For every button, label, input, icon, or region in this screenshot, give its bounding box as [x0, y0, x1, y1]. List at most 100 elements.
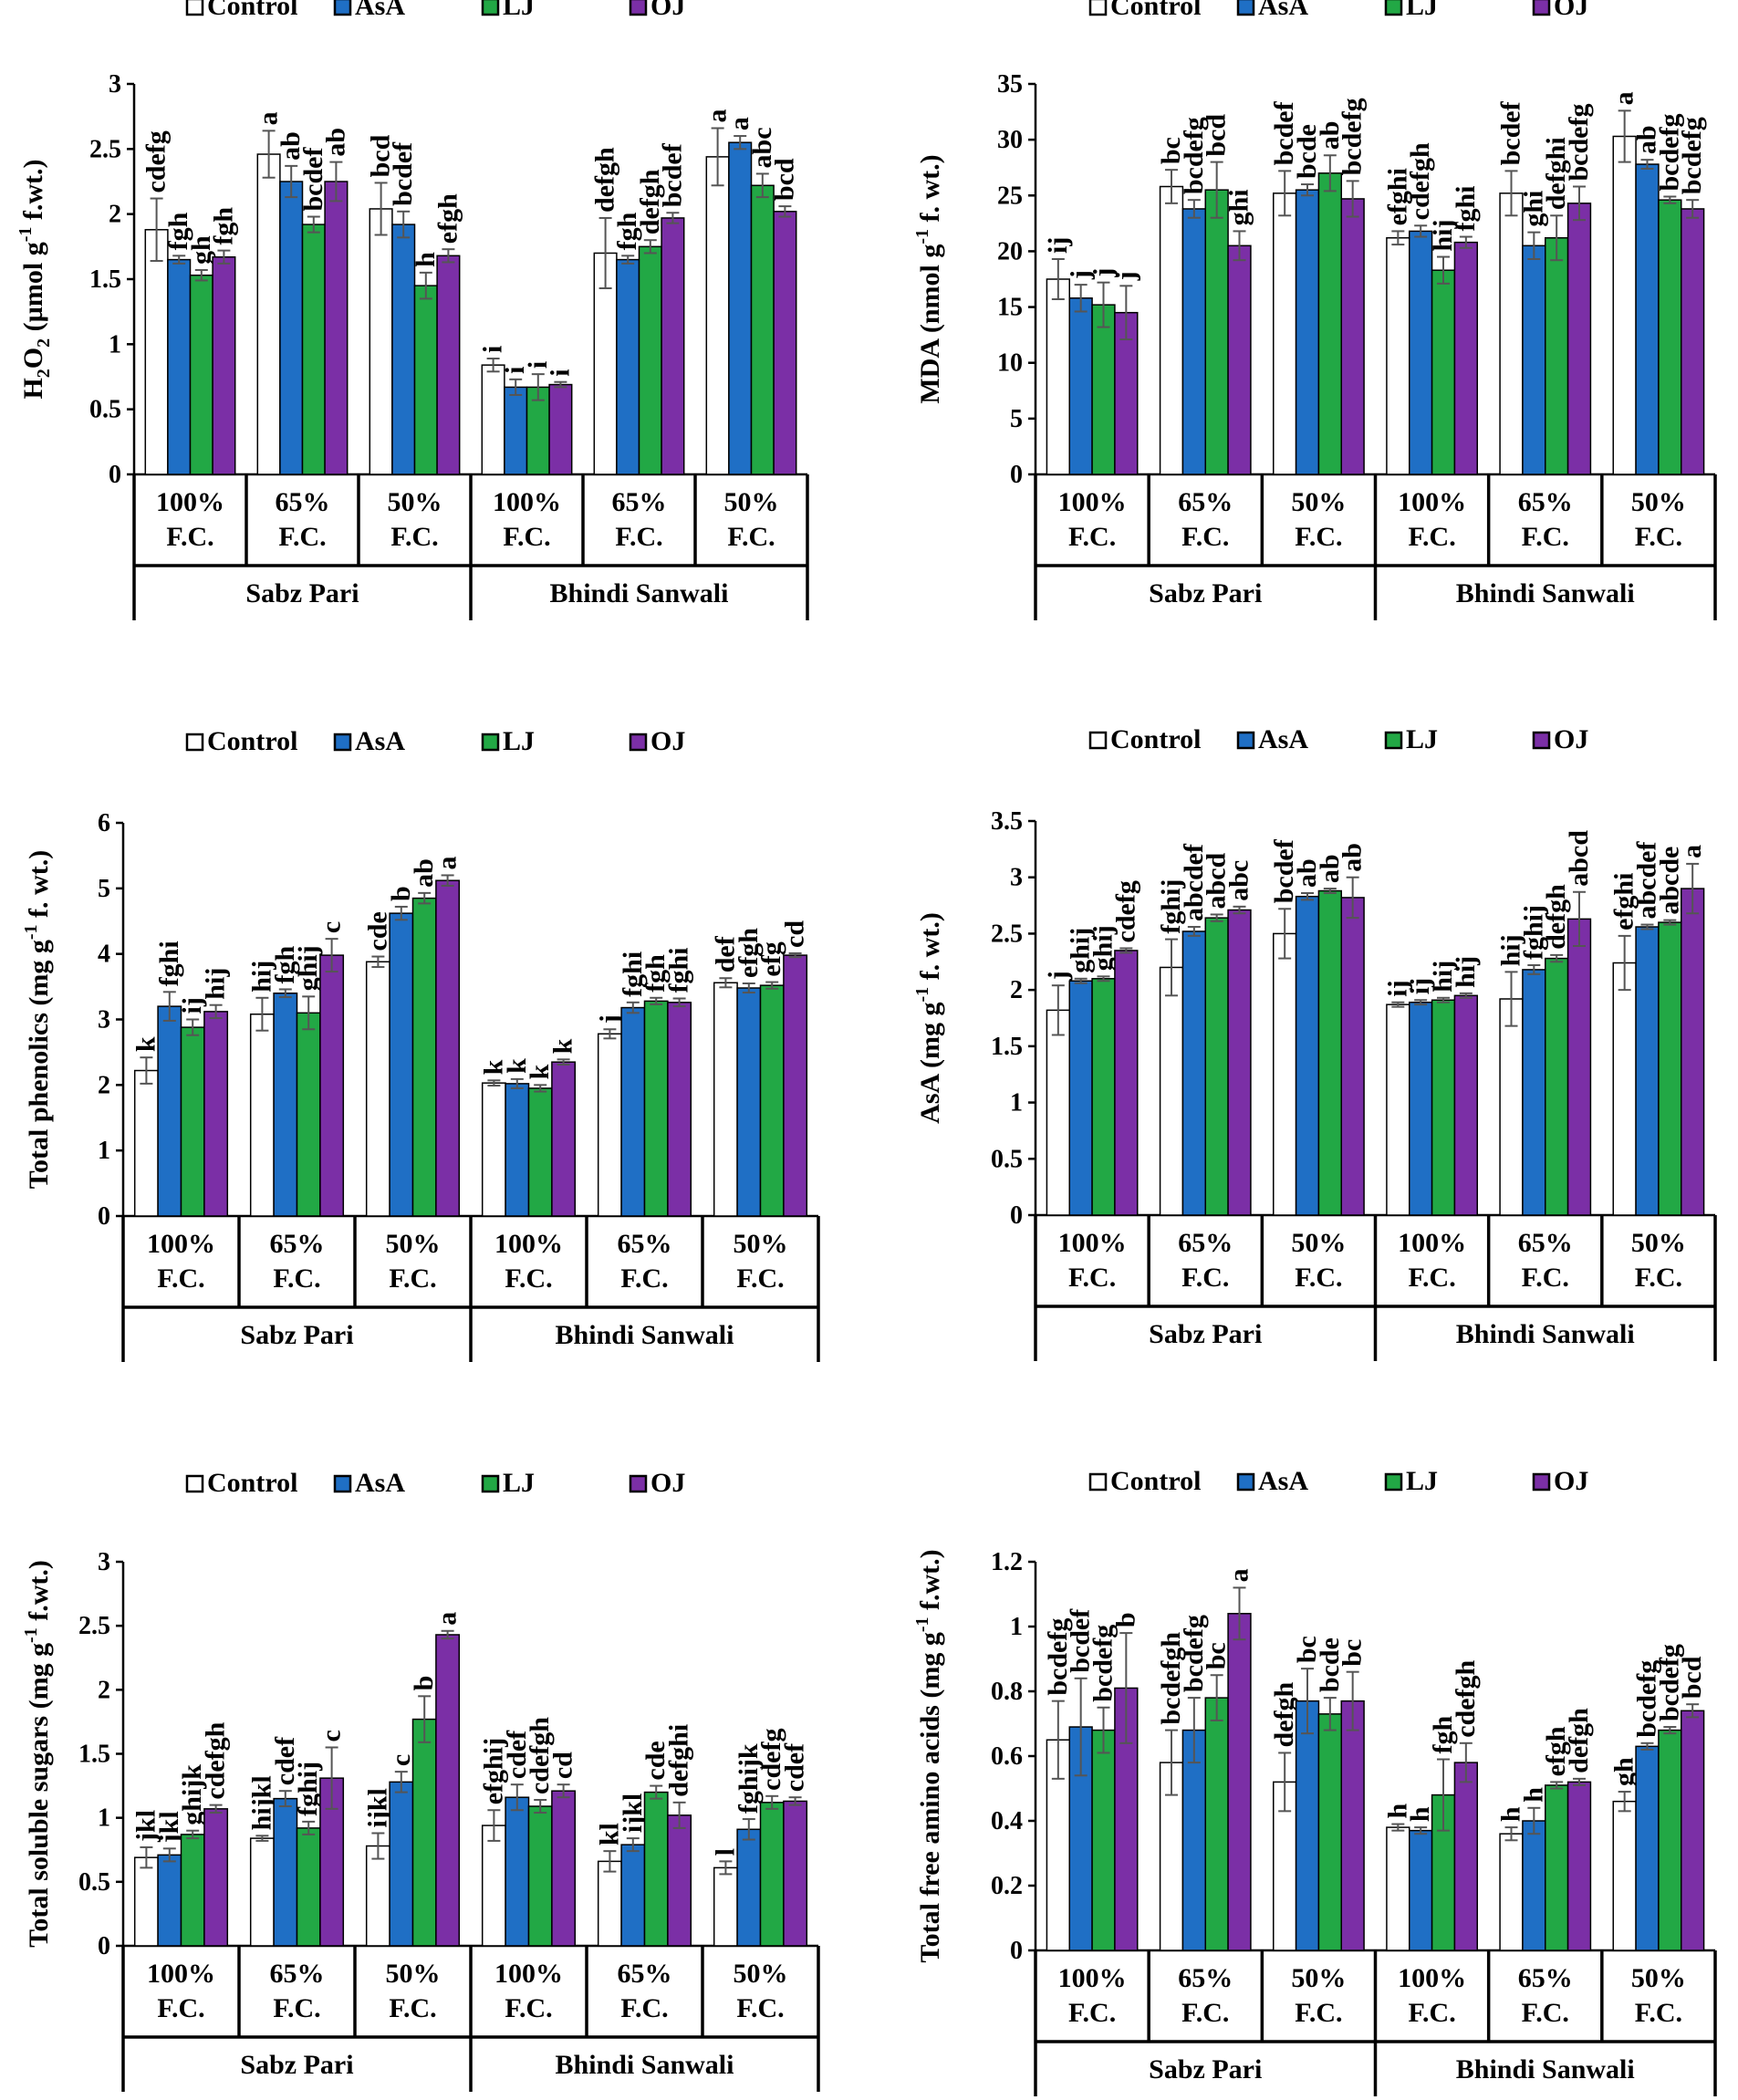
- significance-letter: c: [317, 921, 347, 933]
- x-category-label: 65%: [1518, 1963, 1573, 1993]
- significance-letter: abc: [747, 127, 777, 168]
- significance-letter: ab: [276, 131, 306, 161]
- bar-lj: [411, 897, 437, 1217]
- significance-letter: ab: [320, 128, 350, 157]
- x-category-label: 100%: [1398, 1963, 1466, 1993]
- chart-asa: Control AsA LJ OJ 0 0.5 1 1.5 2 2.5 3 3.5 100% F.C. 65…: [912, 724, 1717, 1361]
- bar-oj: [1453, 241, 1478, 475]
- y-axis-label-part: f.wt.): [915, 1549, 945, 1617]
- x-category-label: F.C.: [1181, 1998, 1229, 2028]
- bar-oj: [435, 1634, 461, 1947]
- significance-letter: abcd: [1202, 852, 1232, 909]
- significance-letter: cdef: [502, 1730, 532, 1779]
- significance-letter: defghi: [664, 1724, 694, 1797]
- bar-oj: [212, 255, 236, 475]
- legend-swatch-lj: [1384, 731, 1403, 750]
- bar-control: [1386, 1826, 1410, 1951]
- bar-asa: [1295, 189, 1320, 475]
- x-category-label: 65%: [1518, 1228, 1573, 1258]
- bar-control: [1273, 192, 1297, 475]
- significance-letter: j: [594, 1014, 624, 1024]
- significance-letter: bcdefgh: [1156, 1632, 1186, 1725]
- x-category-label: 100%: [1398, 1228, 1466, 1258]
- y-axis-label-part: 2: [34, 369, 54, 378]
- y-tick-label: 0: [98, 1202, 110, 1231]
- x-category-label: 100%: [147, 1959, 215, 1989]
- y-axis-label: Total phenolics (mg g-1 f. wt.): [21, 850, 54, 1189]
- bar-control: [1046, 1009, 1070, 1216]
- significance-letter: j: [1043, 971, 1073, 981]
- y-axis-label: H2O2 (µmol g-1 f.wt.): [16, 159, 54, 399]
- x-category-label: F.C.: [615, 522, 662, 552]
- significance-letter: c: [317, 1730, 347, 1741]
- significance-letter: l: [710, 1848, 740, 1856]
- y-tick-label: 6: [98, 809, 110, 837]
- x-category-label: F.C.: [1068, 1263, 1116, 1293]
- bar-oj: [1566, 203, 1592, 475]
- y-tick-label: 2: [109, 201, 121, 229]
- bar-asa: [157, 1005, 182, 1217]
- significance-letter: efghi: [1609, 873, 1639, 930]
- x-category-label: 65%: [270, 1959, 325, 1989]
- legend-swatch-asa: [333, 733, 352, 752]
- bar-control: [481, 364, 505, 475]
- y-axis-label-part: -1: [912, 987, 932, 1003]
- significance-letter: ij: [1382, 980, 1412, 996]
- significance-letter: cdefgh: [525, 1717, 555, 1794]
- significance-letter: ijkl: [618, 1793, 648, 1833]
- bar-asa: [273, 993, 298, 1217]
- significance-letter: ghij: [1066, 928, 1096, 973]
- significance-letter: fghi: [154, 941, 184, 986]
- x-category-label: F.C.: [1295, 522, 1342, 552]
- legend-label-oj: OJ: [650, 1468, 685, 1498]
- significance-letter: ijkl: [362, 1788, 392, 1827]
- bar-control: [249, 1837, 275, 1947]
- bar-asa: [1295, 895, 1320, 1216]
- significance-letter: bcd: [1202, 114, 1232, 157]
- x-category-label: F.C.: [1408, 522, 1455, 552]
- x-group-label: Bhindi Sanwali: [1456, 1319, 1635, 1349]
- x-category-label: F.C.: [1522, 1263, 1569, 1293]
- bar-control: [249, 1014, 275, 1217]
- x-group-label: Bhindi Sanwali: [550, 578, 729, 608]
- significance-letter: bcdef: [1269, 838, 1299, 903]
- y-axis-label-part: H: [18, 378, 48, 399]
- significance-letter: bcd: [366, 134, 396, 177]
- x-group-label: Bhindi Sanwali: [556, 2050, 734, 2080]
- y-axis-label-part: Total free amino acids (mg g: [915, 1632, 945, 1962]
- y-tick-label: 2.5: [78, 1612, 110, 1640]
- significance-letter: fgh: [640, 954, 671, 993]
- significance-letter: k: [525, 1064, 555, 1079]
- bar-asa: [1635, 1745, 1660, 1951]
- significance-letter: defgh: [1564, 1708, 1594, 1773]
- significance-letter: efghi: [1382, 168, 1412, 225]
- significance-letter: ij: [1043, 237, 1073, 254]
- legend-label-oj: OJ: [1554, 1466, 1588, 1496]
- y-axis-label-part: -1: [912, 229, 932, 244]
- significance-letter: j: [1110, 271, 1140, 281]
- x-group-label: Sabz Pari: [1149, 1319, 1262, 1349]
- x-category-label: 65%: [1178, 1963, 1233, 1993]
- significance-letter: fgh: [163, 212, 193, 250]
- bar-asa: [736, 1828, 762, 1947]
- x-category-label: F.C.: [1408, 1263, 1455, 1293]
- bar-control: [1046, 278, 1070, 475]
- bar-control: [365, 961, 390, 1217]
- legend-swatch-control: [185, 1474, 204, 1493]
- legend-swatch-asa: [1236, 0, 1255, 16]
- x-group-label: Sabz Pari: [1149, 578, 1262, 608]
- bar-oj: [1453, 1762, 1478, 1951]
- bar-lj: [1431, 999, 1456, 1216]
- bar-control: [713, 982, 738, 1217]
- y-tick-label: 2: [98, 1071, 110, 1099]
- significance-letter: hij: [1451, 956, 1481, 988]
- x-category-label: 65%: [1178, 1228, 1233, 1258]
- y-tick-label: 1.2: [991, 1548, 1023, 1576]
- bar-oj: [667, 1814, 692, 1947]
- x-category-label: F.C.: [278, 522, 326, 552]
- significance-letter: kl: [594, 1823, 624, 1845]
- significance-letter: bcdef: [1496, 100, 1526, 165]
- bar-asa: [620, 1006, 646, 1217]
- significance-letter: cde: [362, 911, 392, 951]
- chart-phenolics: Control AsA LJ OJ 0 1 2 3 4 5 6 100% F.C. 65% F.C. 50% F…: [21, 726, 820, 1362]
